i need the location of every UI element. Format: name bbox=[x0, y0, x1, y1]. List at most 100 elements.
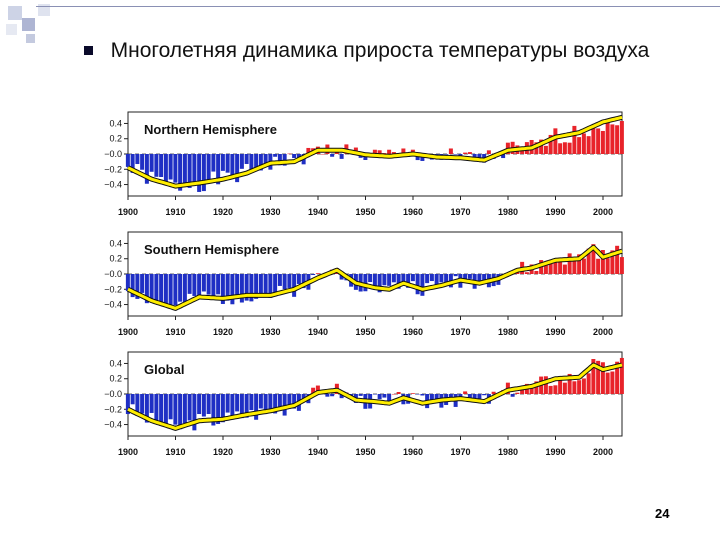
bar-1907 bbox=[159, 274, 164, 303]
y-tick-label: −0.4 bbox=[104, 300, 122, 310]
bar-1915 bbox=[197, 394, 202, 415]
bar-1974 bbox=[477, 394, 482, 399]
bar-1945 bbox=[339, 274, 344, 280]
bar-1979 bbox=[501, 154, 506, 159]
bar-1903 bbox=[140, 274, 145, 293]
bar-1996 bbox=[581, 133, 586, 154]
bar-1995 bbox=[577, 380, 582, 394]
bar-1973 bbox=[472, 154, 477, 159]
bar-1952 bbox=[372, 274, 377, 290]
slide-title: Многолетняя динамика прироста температур… bbox=[110, 39, 650, 62]
bar-1930 bbox=[268, 394, 273, 411]
x-tick-label: 1960 bbox=[403, 447, 423, 457]
bar-1999 bbox=[596, 128, 601, 154]
x-tick-label: 1930 bbox=[260, 327, 280, 337]
bar-2001 bbox=[605, 258, 610, 274]
bar-1981 bbox=[510, 394, 515, 397]
bar-1954 bbox=[382, 394, 387, 398]
x-tick-label: 1930 bbox=[260, 447, 280, 457]
x-tick-label: 1990 bbox=[545, 327, 565, 337]
bar-1969 bbox=[453, 274, 458, 277]
bar-1926 bbox=[249, 394, 254, 411]
bar-1992 bbox=[562, 142, 567, 154]
bar-1977 bbox=[491, 391, 496, 394]
y-tick-label: −0.2 bbox=[104, 164, 122, 174]
bar-1918 bbox=[211, 394, 216, 426]
bar-1918 bbox=[211, 274, 216, 297]
bar-1924 bbox=[239, 394, 244, 419]
bar-1910 bbox=[173, 274, 178, 306]
bar-1912 bbox=[182, 274, 187, 304]
x-tick-label: 1920 bbox=[213, 447, 233, 457]
bar-1975 bbox=[482, 394, 487, 396]
x-tick-label: 1910 bbox=[165, 447, 185, 457]
bar-1943 bbox=[330, 154, 335, 157]
bar-1943 bbox=[330, 394, 335, 397]
bar-1912 bbox=[182, 394, 187, 424]
bar-1913 bbox=[187, 154, 192, 188]
bar-1902 bbox=[135, 394, 140, 416]
bar-1984 bbox=[524, 272, 529, 274]
bar-1913 bbox=[187, 394, 192, 421]
bar-1991 bbox=[558, 262, 563, 274]
bar-2001 bbox=[605, 372, 610, 394]
bar-1938 bbox=[306, 147, 311, 154]
y-tick-label: −0.4 bbox=[104, 420, 122, 430]
bar-1952 bbox=[372, 149, 377, 154]
bar-1925 bbox=[244, 154, 249, 164]
chart-panel-3: 0.4 0.2 −0.0 −0.2 −0.4 1900 1910 1920 1930 1940 19… bbox=[104, 351, 624, 457]
bar-1994 bbox=[572, 125, 577, 154]
bar-1904 bbox=[144, 274, 149, 304]
bar-1941 bbox=[320, 153, 325, 155]
bar-1928 bbox=[258, 274, 263, 296]
panel-title: Global bbox=[144, 362, 184, 377]
bar-1919 bbox=[216, 274, 221, 295]
bar-1931 bbox=[273, 154, 278, 157]
bar-2000 bbox=[600, 362, 605, 394]
bar-1940 bbox=[315, 385, 320, 394]
bar-1967 bbox=[444, 274, 449, 286]
bar-1922 bbox=[230, 154, 235, 178]
bar-1967 bbox=[444, 154, 449, 155]
bar-1903 bbox=[140, 154, 145, 170]
y-tick-label: −0.0 bbox=[104, 269, 122, 279]
bar-1996 bbox=[581, 258, 586, 274]
bar-1964 bbox=[429, 274, 434, 282]
bar-1995 bbox=[577, 254, 582, 274]
bar-1952 bbox=[372, 394, 377, 395]
bar-1955 bbox=[387, 149, 392, 154]
x-tick-label: 1950 bbox=[355, 207, 375, 217]
bar-1996 bbox=[581, 378, 586, 394]
bar-1985 bbox=[529, 386, 534, 394]
bar-1957 bbox=[396, 274, 401, 289]
bar-1995 bbox=[577, 137, 582, 154]
x-tick-label: 1960 bbox=[403, 207, 423, 217]
x-tick-label: 1990 bbox=[545, 207, 565, 217]
y-tick-label: 0.4 bbox=[109, 358, 122, 368]
bar-1997 bbox=[586, 373, 591, 394]
bar-1905 bbox=[149, 394, 154, 413]
bar-2004 bbox=[619, 257, 624, 274]
bar-1937 bbox=[301, 274, 306, 289]
bar-1912 bbox=[182, 154, 187, 187]
bar-1993 bbox=[567, 142, 572, 154]
panel-title: Southern Hemisphere bbox=[144, 242, 279, 257]
bar-1989 bbox=[548, 385, 553, 394]
bar-1909 bbox=[168, 274, 173, 309]
bar-1901 bbox=[130, 154, 135, 173]
bar-1945 bbox=[339, 154, 344, 159]
bar-1986 bbox=[534, 271, 539, 274]
bar-1928 bbox=[258, 154, 263, 171]
smooth-line bbox=[127, 363, 623, 430]
bar-1902 bbox=[135, 274, 140, 299]
bar-1915 bbox=[197, 154, 202, 192]
bar-1913 bbox=[187, 274, 192, 294]
bar-1916 bbox=[201, 274, 206, 292]
bar-2001 bbox=[605, 122, 610, 154]
x-tick-label: 1950 bbox=[355, 447, 375, 457]
bar-1957 bbox=[396, 392, 401, 394]
x-tick-label: 1910 bbox=[165, 327, 185, 337]
bar-1972 bbox=[467, 152, 472, 154]
bar-1971 bbox=[463, 391, 468, 394]
bar-1908 bbox=[163, 154, 168, 183]
